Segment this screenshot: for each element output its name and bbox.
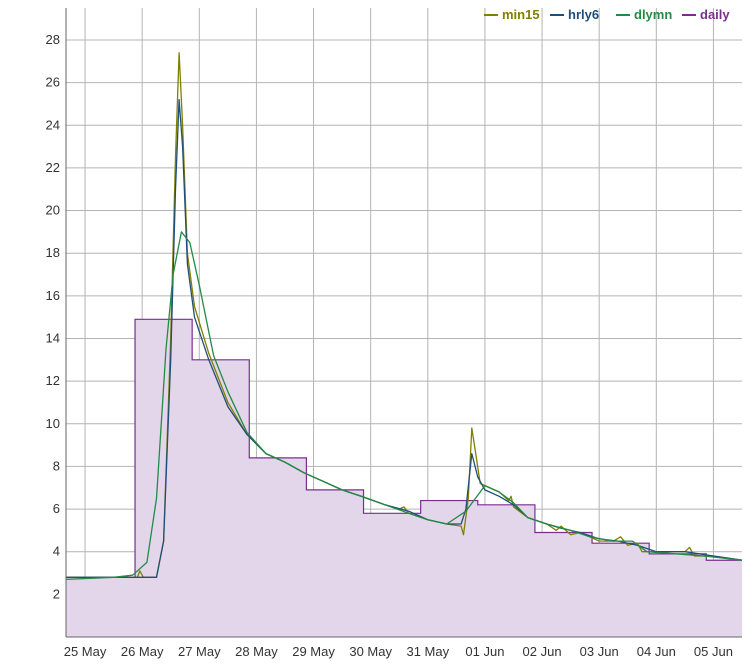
hrly6-series-line: [66, 99, 743, 578]
y-tick-label: 22: [46, 160, 60, 175]
daily-area-fill: [66, 319, 742, 637]
y-tick-label: 20: [46, 203, 60, 218]
daily-legend-label: daily: [700, 7, 730, 22]
x-tick-label: 05 Jun: [694, 644, 733, 659]
dlymn-legend-label: dlymn: [634, 7, 672, 22]
x-tick-label: 28 May: [235, 644, 278, 659]
min15-series-line: [66, 52, 743, 578]
y-tick-label: 8: [53, 458, 60, 473]
x-tick-label: 29 May: [292, 644, 335, 659]
x-tick-label: 02 Jun: [523, 644, 562, 659]
x-tick-label: 26 May: [121, 644, 164, 659]
x-tick-label: 03 Jun: [580, 644, 619, 659]
y-tick-label: 24: [46, 117, 60, 132]
dlymn-series-line: [65, 231, 743, 581]
y-tick-label: 2: [53, 586, 60, 601]
y-tick-label: 4: [53, 544, 60, 559]
x-tick-label: 01 Jun: [465, 644, 504, 659]
y-tick-label: 10: [46, 416, 60, 431]
line-series-layer: [65, 52, 743, 581]
x-tick-label: 31 May: [406, 644, 449, 659]
x-tick-label: 04 Jun: [637, 644, 676, 659]
hrly6-legend-label: hrly6: [568, 7, 599, 22]
daily-series-layer: [66, 318, 742, 637]
y-tick-label: 12: [46, 373, 60, 388]
y-tick-label: 16: [46, 288, 60, 303]
x-tick-label: 27 May: [178, 644, 221, 659]
daily-step-line: [66, 318, 742, 578]
x-tick-label: 30 May: [349, 644, 392, 659]
legend: min15 hrly6 dlymn daily: [484, 7, 730, 22]
min15-legend-label: min15: [502, 7, 540, 22]
y-tick-label: 18: [46, 245, 60, 260]
x-tick-label: 25 May: [64, 644, 107, 659]
y-tick-label: 6: [53, 501, 60, 516]
y-tick-label: 14: [46, 330, 60, 345]
y-tick-label: 26: [46, 75, 60, 90]
y-tick-label: 28: [46, 32, 60, 47]
